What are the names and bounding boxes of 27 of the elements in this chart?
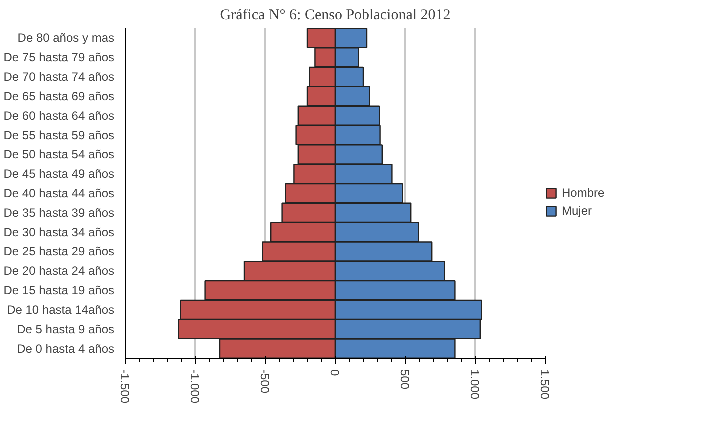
y-tick-label: De 5 hasta 9 años xyxy=(17,322,115,336)
y-tick-label: De 75 hasta 79 años xyxy=(4,50,114,65)
y-tick-label: De 45 hasta 49 años xyxy=(4,167,114,182)
x-tick-label: 500 xyxy=(398,370,412,390)
y-tick-label: De 60 hasta 64 años xyxy=(4,108,114,123)
y-tick-label: De 20 hasta 24 años xyxy=(4,264,114,278)
y-tick-label: De 25 hasta 29 años xyxy=(4,244,114,259)
y-tick-label: De 30 hasta 34 años xyxy=(4,225,114,240)
y-tick-label: De 80 años y mas xyxy=(18,31,115,46)
y-tick-label: De 55 hasta 59 años xyxy=(4,128,114,142)
y-tick-label: De 15 hasta 19 años xyxy=(4,284,114,298)
x-tick-label: -1.000 xyxy=(188,370,202,404)
y-tick-label: De 70 hasta 74 años xyxy=(4,70,114,84)
x-tick-label: 1.500 xyxy=(538,370,552,400)
y-tick-label: De 40 hasta 44 años xyxy=(4,186,114,200)
chart-title: Gráfica N° 6: Censo Poblacional 2012 xyxy=(220,8,451,24)
x-tick-label: -1.500 xyxy=(118,370,132,404)
x-tick-label: -500 xyxy=(258,370,272,394)
x-tick-label: 1.000 xyxy=(468,370,482,400)
y-tick-label: De 50 hasta 54 años xyxy=(4,148,114,162)
y-tick-label: De 65 hasta 69 años xyxy=(4,89,114,104)
legend-label: Hombre xyxy=(562,186,605,200)
y-tick-label: De 0 hasta 4 años xyxy=(17,342,115,356)
y-tick-label: De 10 hasta 14años xyxy=(7,302,115,317)
x-tick-label: 0 xyxy=(328,370,342,376)
legend-label: Mujer xyxy=(562,204,592,218)
y-tick-label: De 35 hasta 39 años xyxy=(4,206,114,220)
